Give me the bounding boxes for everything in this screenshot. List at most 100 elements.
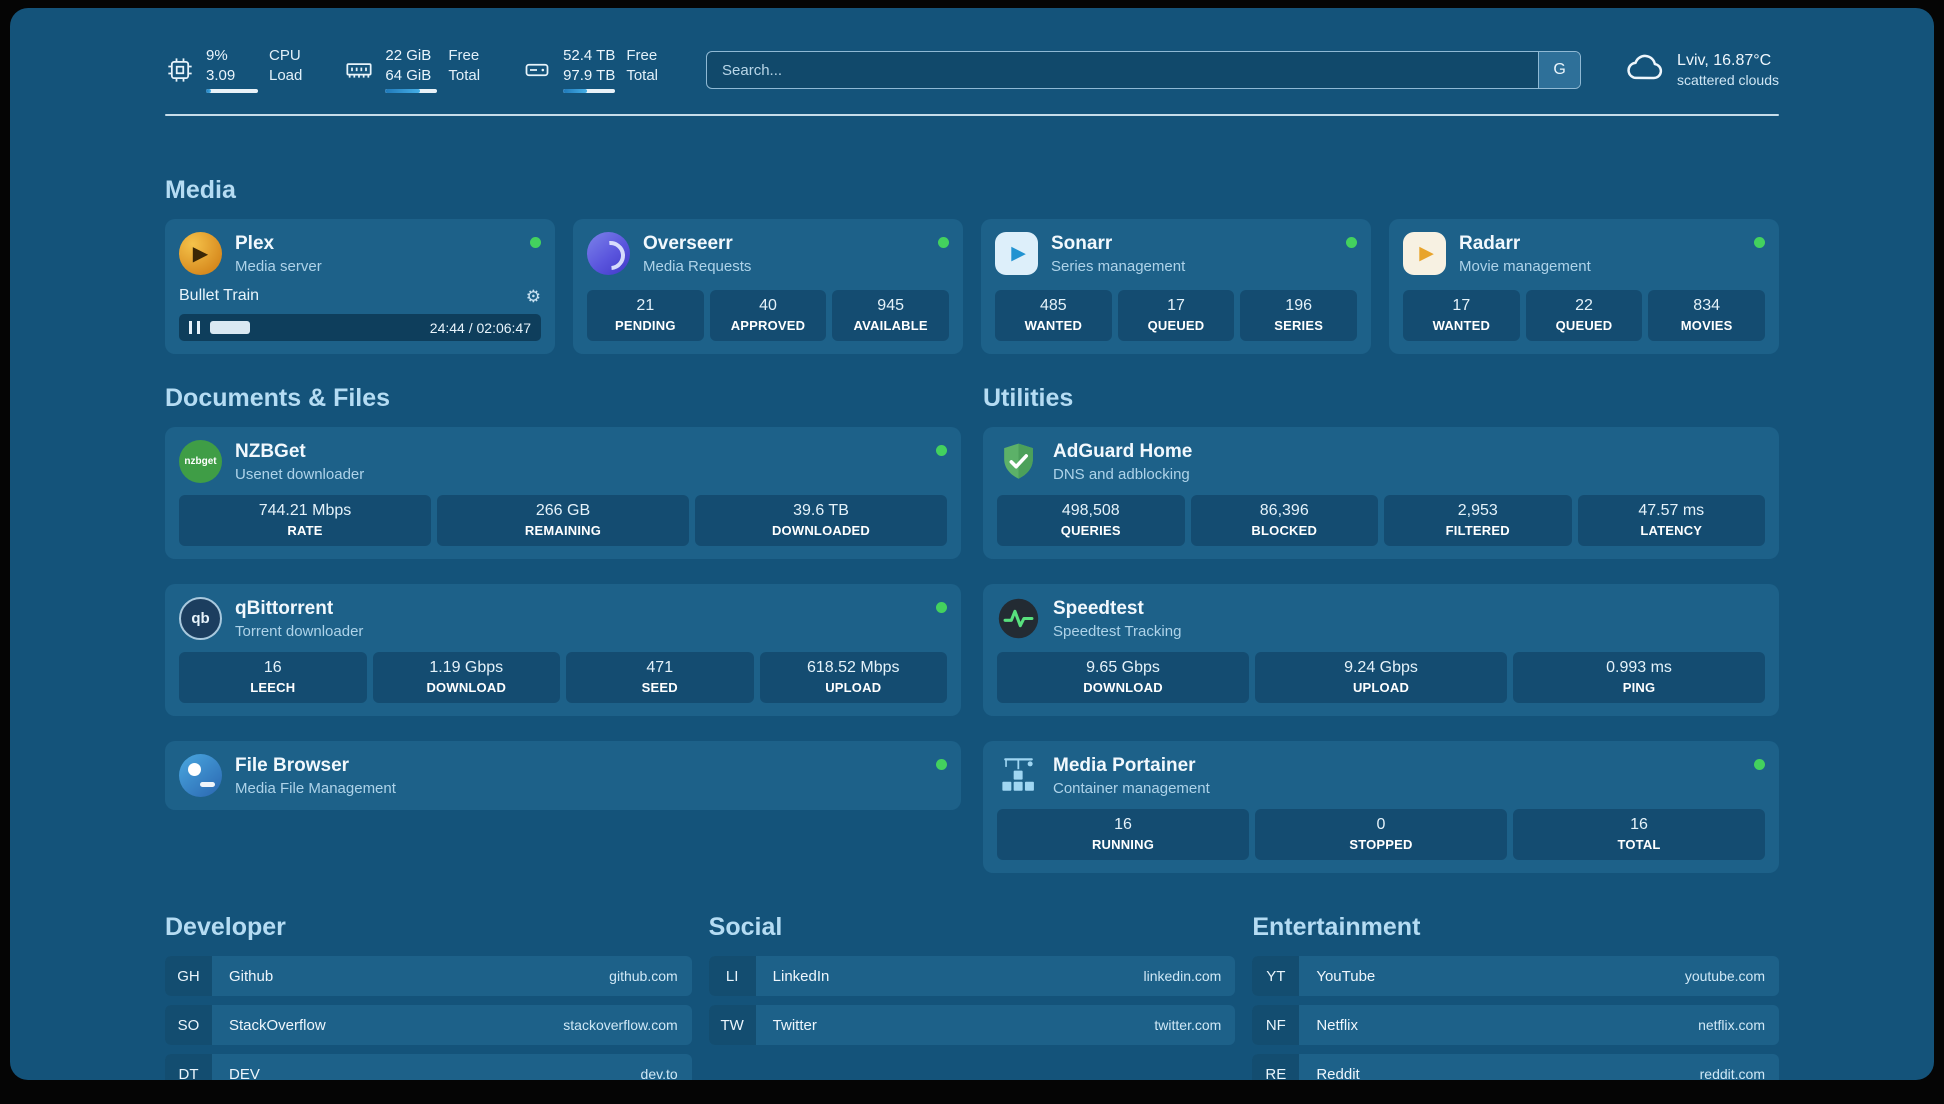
stat-label: UPLOAD (1352, 680, 1410, 695)
pause-button[interactable] (189, 321, 200, 334)
stat-value: 485 (1039, 297, 1067, 314)
nzbget-icon: nzbget (179, 440, 222, 483)
bookmark-reddit[interactable]: RE Reddit reddit.com (1252, 1054, 1779, 1080)
app-card-nzbget[interactable]: nzbget NZBGet Usenet downloader 744.21 M… (165, 427, 961, 559)
app-subtitle: Torrent downloader (235, 623, 364, 640)
ram-values: 22 GiB 64 GiB (385, 46, 438, 94)
app-card-speedtest[interactable]: Speedtest Speedtest Tracking 9.65 Gbps D… (983, 584, 1779, 716)
stat-stopped: 0 STOPPED (1255, 809, 1507, 860)
cpu-load: 3.09 (206, 67, 236, 84)
plex-icon: ▶ (179, 232, 222, 275)
stat-value: 86,396 (1259, 502, 1309, 519)
stat-label: MOVIES (1680, 318, 1733, 333)
app-card-plex[interactable]: ▶ Plex Media server Bullet Train ⚙ (165, 219, 555, 354)
app-subtitle: Media File Management (235, 780, 396, 797)
stat-label: AVAILABLE (853, 318, 928, 333)
app-card-overseerr[interactable]: Overseerr Media Requests 21 PENDING 40 A… (573, 219, 963, 354)
app-subtitle: DNS and adblocking (1053, 466, 1190, 483)
app-title: Overseerr (643, 233, 733, 254)
app-card-adguard[interactable]: AdGuard Home DNS and adblocking 498,508 … (983, 427, 1779, 559)
bookmark-url: youtube.com (1684, 968, 1765, 984)
bookmark-abbr: DT (165, 1054, 212, 1080)
ram-usage-bar (385, 88, 438, 93)
stat-remaining: 266 GB REMAINING (437, 495, 689, 546)
bookmark-stackoverflow[interactable]: SO StackOverflow stackoverflow.com (165, 1005, 692, 1045)
bookmark-twitter[interactable]: TW Twitter twitter.com (708, 1005, 1236, 1045)
stat-label: SERIES (1274, 318, 1324, 333)
bookmark-name: Reddit (1316, 1065, 1360, 1081)
bookmark-abbr: NF (1252, 1005, 1300, 1045)
disk-label-bottom: Total (626, 67, 659, 84)
bookmark-name: Github (229, 967, 274, 985)
stat-value: 47.57 ms (1638, 502, 1705, 519)
app-card-radarr[interactable]: ▶ Radarr Movie management 17 WANTED (1389, 219, 1779, 354)
stat-label: QUEUED (1147, 318, 1205, 333)
stat-value: 744.21 Mbps (258, 502, 352, 519)
stat-value: 471 (646, 659, 674, 676)
status-dot (938, 237, 949, 248)
stat-label: WANTED (1432, 318, 1491, 333)
stat-label: STOPPED (1349, 837, 1413, 852)
app-card-filebrowser[interactable]: File Browser Media File Management (165, 741, 961, 810)
stat-value: 17 (1167, 297, 1185, 314)
stat-value: 0.993 ms (1606, 659, 1672, 676)
app-card-portainer[interactable]: Media Portainer Container management 16 … (983, 741, 1779, 873)
top-bar: 9% 3.09 CPU Load (165, 44, 1779, 96)
ram-labels: Free Total (448, 46, 480, 94)
stat-ping: 0.993 ms PING (1513, 652, 1765, 703)
bookmark-netflix[interactable]: NF Netflix netflix.com (1252, 1005, 1779, 1045)
disk-widget: 52.4 TB 97.9 TB Free Total (522, 46, 658, 94)
stat-filtered: 2,953 FILTERED (1384, 495, 1572, 546)
disk-usage-bar (563, 88, 616, 93)
stat-value: 196 (1285, 297, 1312, 314)
stat-value: 16 (263, 659, 282, 676)
stat-wanted: 17 WANTED (1403, 290, 1520, 341)
stat-value: 21 (636, 297, 655, 314)
bookmark-github[interactable]: GH Github github.com (165, 956, 692, 996)
dashboard-panel: 9% 3.09 CPU Load (10, 8, 1934, 1080)
stat-value: 16 (1630, 816, 1648, 833)
stat-value: 40 (759, 297, 777, 314)
section-title-developer: Developer (165, 913, 286, 941)
app-title: Radarr (1459, 233, 1521, 254)
search-input[interactable] (707, 52, 1539, 88)
app-title: qBittorrent (235, 598, 334, 619)
speedtest-icon (997, 597, 1040, 640)
bookmark-url: github.com (609, 968, 678, 984)
stat-value: 16 (1114, 816, 1132, 833)
stat-running: 16 RUNNING (997, 809, 1249, 860)
app-title: Plex (235, 233, 275, 254)
app-title: File Browser (235, 755, 350, 776)
bookmark-abbr: RE (1252, 1054, 1300, 1080)
stat-label: QUERIES (1060, 523, 1121, 538)
stat-value: 17 (1452, 297, 1471, 314)
bookmark-youtube[interactable]: YT YouTube youtube.com (1252, 956, 1779, 996)
cpu-label-top: CPU (269, 47, 301, 65)
bookmark-linkedin[interactable]: LI LinkedIn linkedin.com (708, 956, 1236, 996)
stat-movies: 834 MOVIES (1648, 290, 1765, 341)
stat-value: 39.6 TB (793, 502, 849, 519)
bookmark-dev[interactable]: DT DEV dev.to (165, 1054, 692, 1080)
stat-queued: 17 QUEUED (1117, 290, 1235, 341)
bookmark-abbr: TW (708, 1005, 756, 1045)
cpu-values: 9% 3.09 (206, 46, 258, 94)
app-card-qbittorrent[interactable]: qb qBittorrent Torrent downloader 16 LEE… (165, 584, 961, 716)
gear-icon[interactable]: ⚙ (525, 286, 541, 306)
app-card-sonarr[interactable]: ▶ Sonarr Series management 485 WANTED (981, 219, 1371, 354)
status-dot (936, 759, 947, 770)
stat-value: 9.24 Gbps (1344, 659, 1418, 676)
app-title: NZBGet (235, 441, 306, 462)
stat-label: WANTED (1024, 318, 1083, 333)
bookmark-url: netflix.com (1698, 1017, 1765, 1033)
stat-label: SEED (641, 680, 678, 695)
overseerr-icon (587, 232, 630, 275)
bookmark-abbr: YT (1252, 956, 1300, 996)
media-progress-bar[interactable]: 24:44 / 02:06:47 (179, 314, 541, 341)
seek-track[interactable] (210, 321, 420, 334)
search-engine-button[interactable]: G (1538, 52, 1581, 88)
stat-label: PENDING (615, 318, 676, 333)
cloud-icon (1625, 48, 1665, 93)
adguard-shield-icon (997, 440, 1040, 483)
stat-value: 834 (1693, 297, 1720, 314)
stat-total: 16 TOTAL (1513, 809, 1765, 860)
